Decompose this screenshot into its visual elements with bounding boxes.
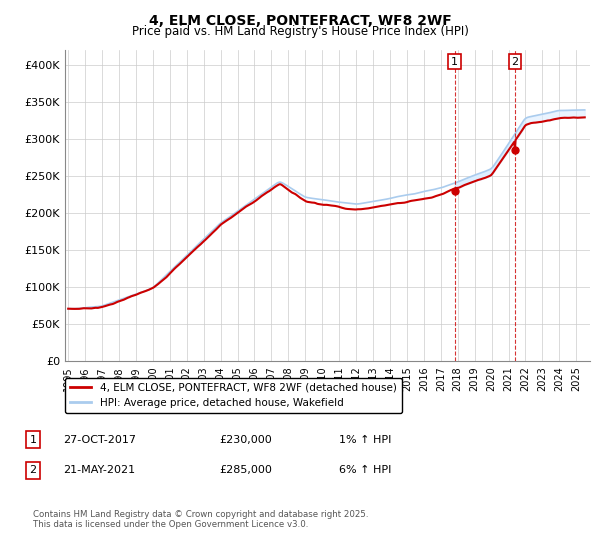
Text: 1% ↑ HPI: 1% ↑ HPI <box>339 435 391 445</box>
Text: 2: 2 <box>511 57 518 67</box>
Text: Price paid vs. HM Land Registry's House Price Index (HPI): Price paid vs. HM Land Registry's House … <box>131 25 469 38</box>
Text: 1: 1 <box>29 435 37 445</box>
Text: £230,000: £230,000 <box>219 435 272 445</box>
Text: 2: 2 <box>29 465 37 475</box>
Text: 27-OCT-2017: 27-OCT-2017 <box>63 435 136 445</box>
Text: 6% ↑ HPI: 6% ↑ HPI <box>339 465 391 475</box>
Text: 4, ELM CLOSE, PONTEFRACT, WF8 2WF: 4, ELM CLOSE, PONTEFRACT, WF8 2WF <box>149 14 451 28</box>
Text: 1: 1 <box>451 57 458 67</box>
Text: £285,000: £285,000 <box>219 465 272 475</box>
Text: Contains HM Land Registry data © Crown copyright and database right 2025.
This d: Contains HM Land Registry data © Crown c… <box>33 510 368 529</box>
Text: 21-MAY-2021: 21-MAY-2021 <box>63 465 135 475</box>
Legend: 4, ELM CLOSE, PONTEFRACT, WF8 2WF (detached house), HPI: Average price, detached: 4, ELM CLOSE, PONTEFRACT, WF8 2WF (detac… <box>65 377 401 413</box>
